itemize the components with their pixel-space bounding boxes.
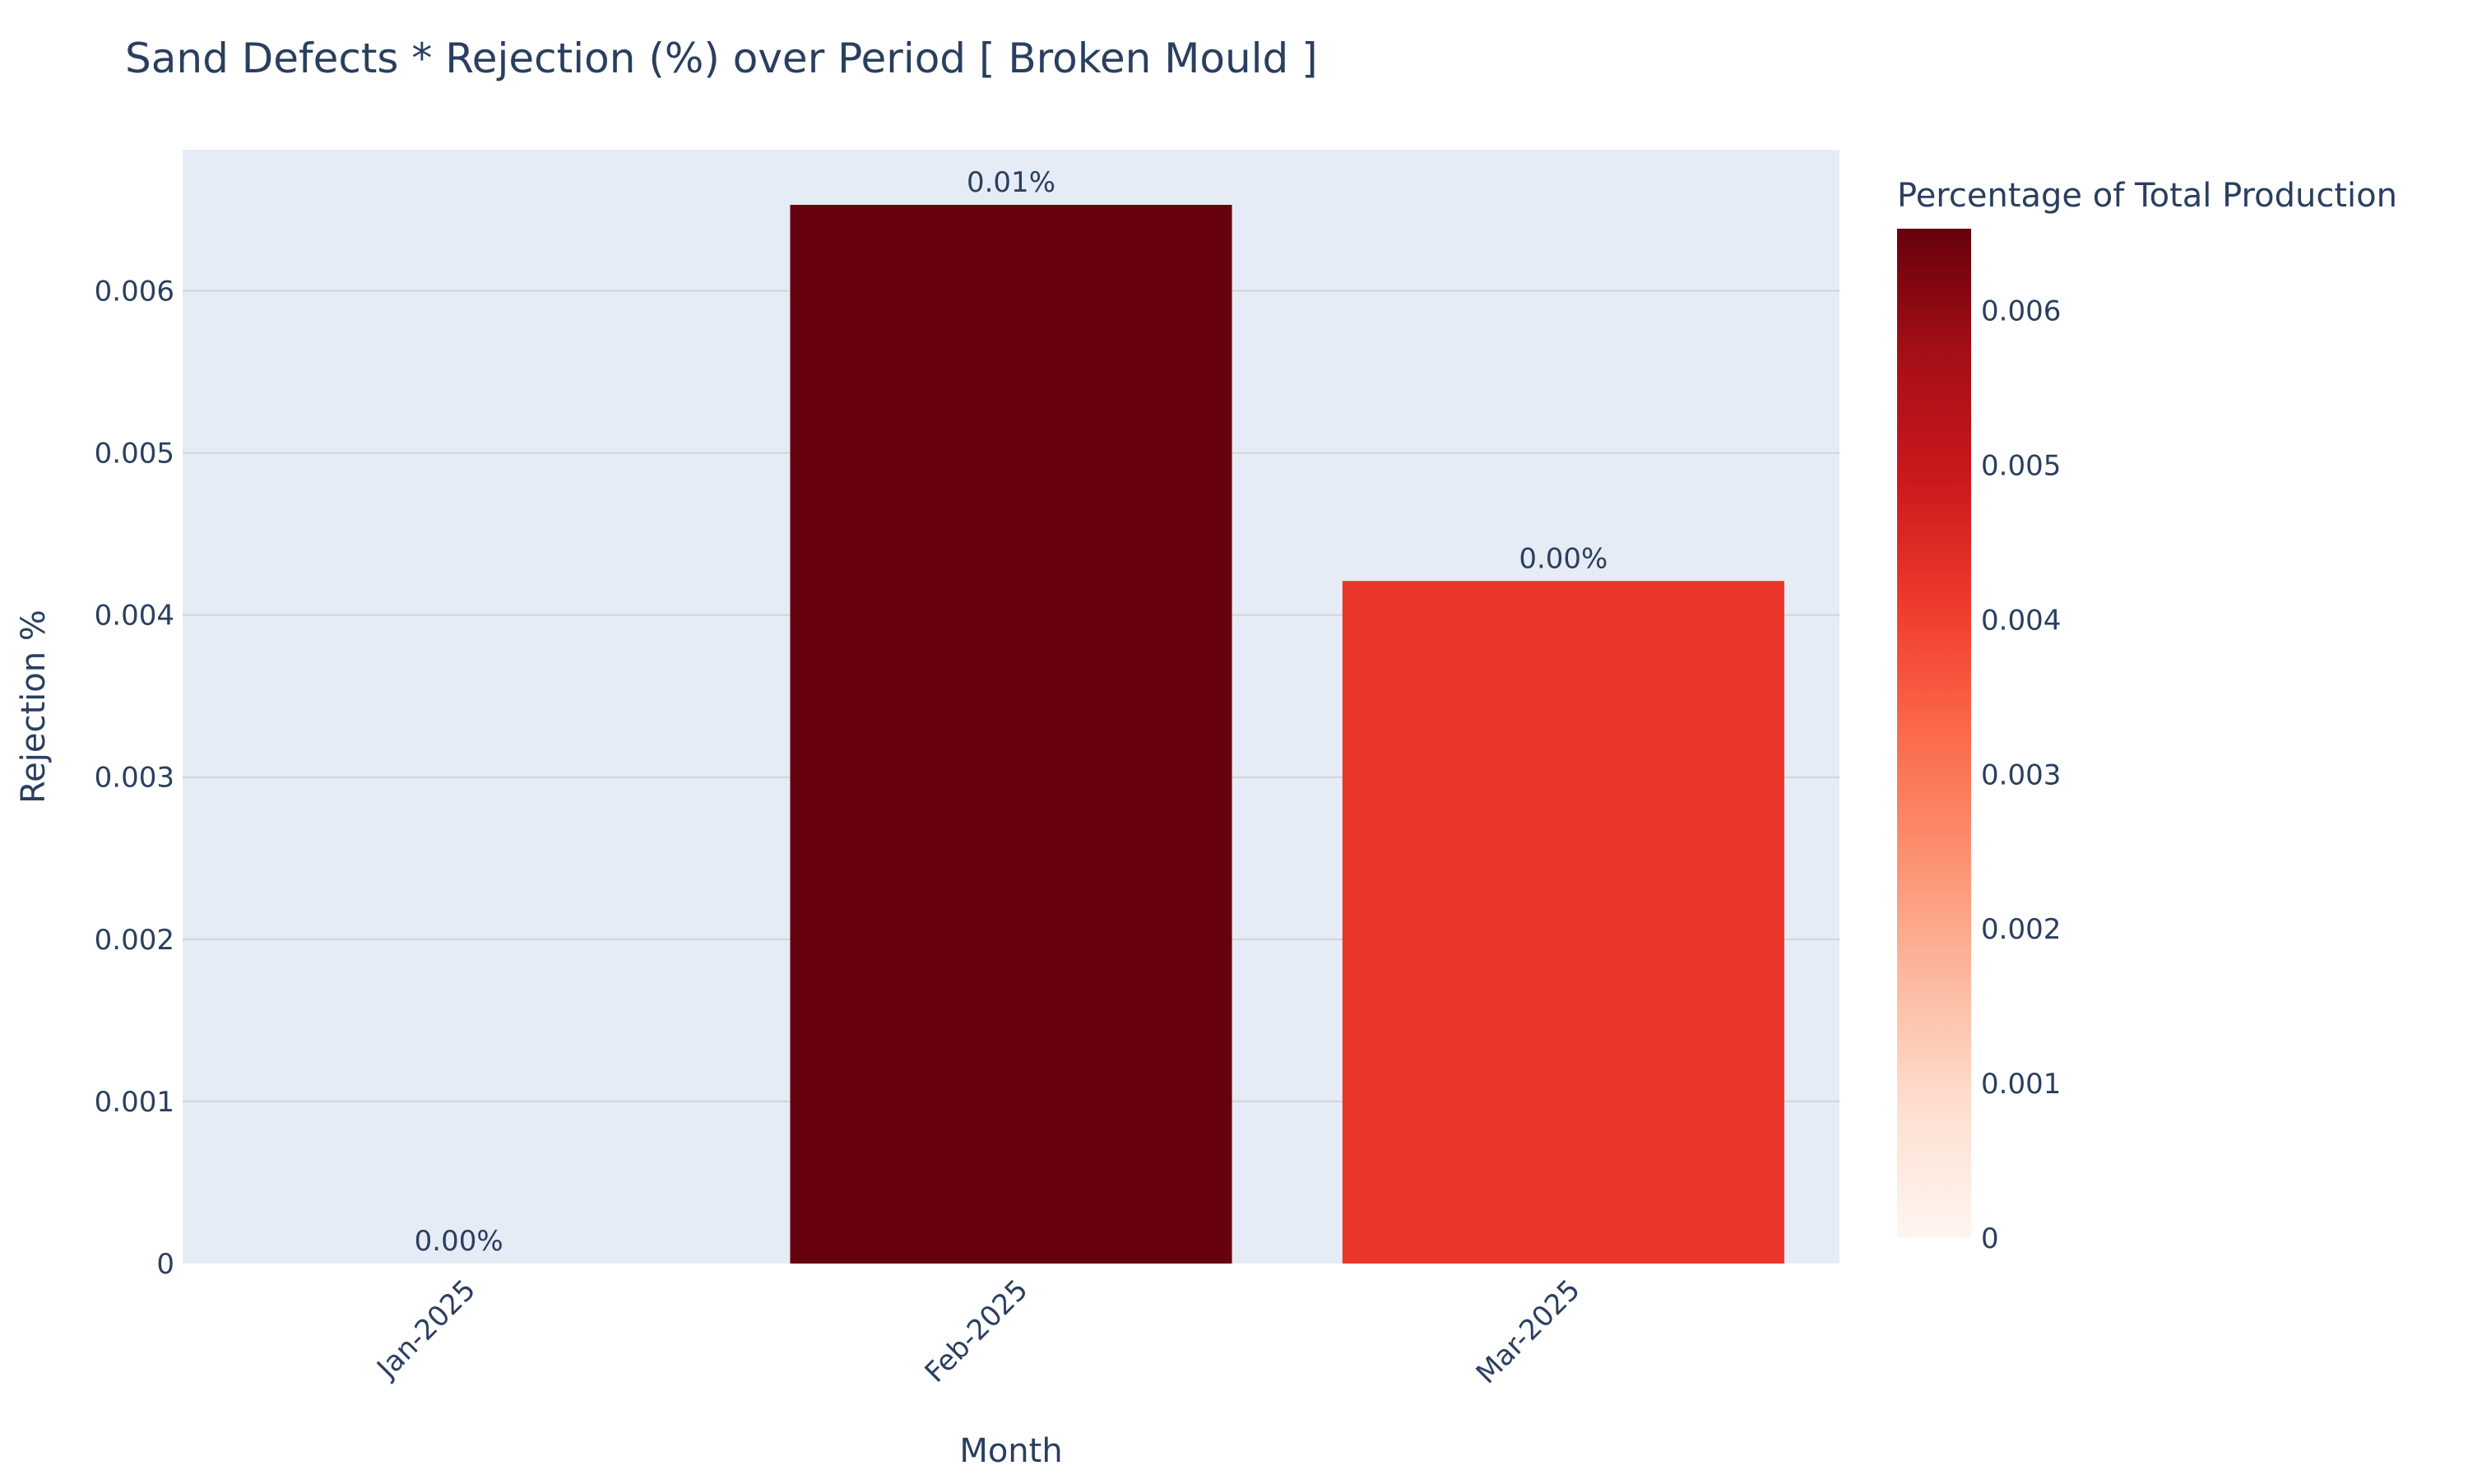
x-tick-label: Jan-2025 <box>369 1273 482 1386</box>
colorbar-title: Percentage of Total Production <box>1897 177 2397 215</box>
colorbar-tick-label: 0.003 <box>1981 758 2061 791</box>
bar-data-label: 0.00% <box>415 1225 503 1258</box>
x-axis-title: Month <box>959 1432 1062 1470</box>
bar-data-label: 0.01% <box>967 166 1055 199</box>
chart-title: Sand Defects * Rejection (%) over Period… <box>125 35 1318 82</box>
colorbar-tick-label: 0 <box>1981 1222 1999 1255</box>
bar-mar-2025 <box>1342 581 1784 1264</box>
bars <box>790 205 1784 1264</box>
y-tick-label: 0.003 <box>95 762 174 795</box>
y-tick-label: 0.006 <box>95 275 174 308</box>
y-tick-label: 0 <box>156 1248 174 1281</box>
colorbar-tick-label: 0.006 <box>1981 295 2061 328</box>
y-tick-label: 0.001 <box>95 1086 174 1119</box>
bar-feb-2025 <box>790 205 1232 1264</box>
x-tick-label: Mar-2025 <box>1470 1273 1587 1390</box>
y-tick-label: 0.004 <box>95 600 174 633</box>
y-axis-title: Rejection % <box>15 610 53 804</box>
colorbar-tick-label: 0.004 <box>1981 604 2061 637</box>
colorbar-ticks: 0 0.001 0.002 0.003 0.004 0.005 0.006 <box>1981 295 2061 1255</box>
colorbar <box>1897 229 1971 1238</box>
bar-data-label: 0.00% <box>1519 542 1607 575</box>
x-axis-ticks: Jan-2025 Feb-2025 Mar-2025 <box>369 1273 1586 1390</box>
colorbar-tick-label: 0.005 <box>1981 449 2061 482</box>
y-tick-label: 0.002 <box>95 924 174 957</box>
bar-data-labels: 0.00% 0.01% 0.00% <box>415 166 1608 1258</box>
colorbar-tick-label: 0.001 <box>1981 1068 2061 1101</box>
y-tick-label: 0.005 <box>95 438 174 471</box>
colorbar-tick-label: 0.002 <box>1981 913 2061 946</box>
x-tick-label: Feb-2025 <box>919 1273 1035 1389</box>
y-axis-ticks: 0 0.001 0.002 0.003 0.004 0.005 0.006 <box>95 275 174 1281</box>
